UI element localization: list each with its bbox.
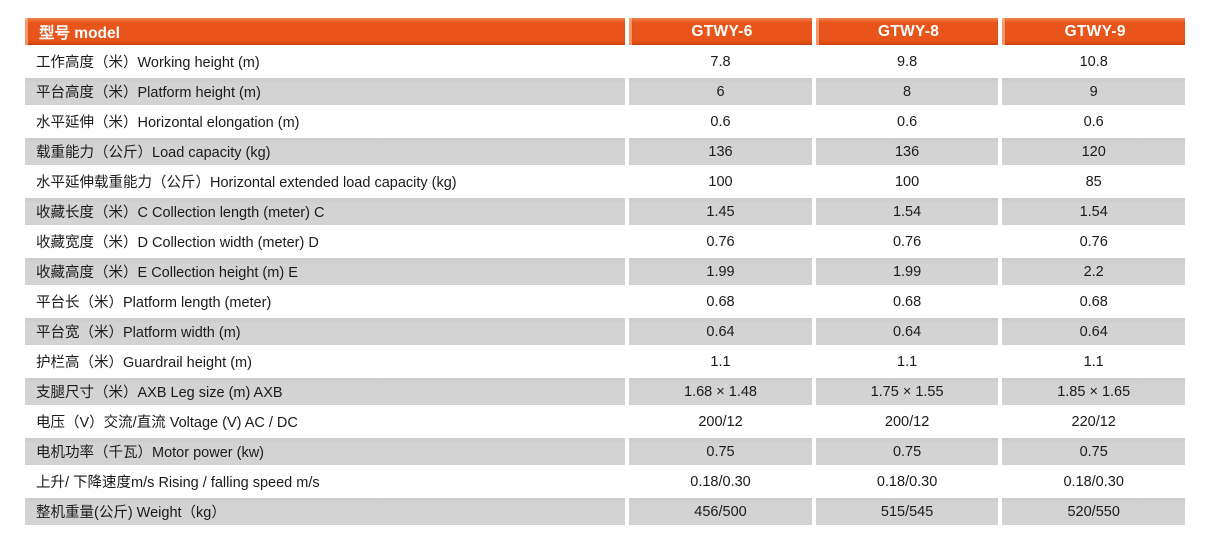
column-header-gtwy6: GTWY-6 — [629, 18, 812, 45]
spec-value: 1.1 — [1002, 348, 1185, 375]
specification-table: 型号 model GTWY-6 GTWY-8 GTWY-9 工作高度（米）Wor… — [21, 15, 1189, 528]
spec-value: 0.18/0.30 — [815, 468, 999, 495]
spec-value: 0.75 — [1002, 438, 1185, 465]
spec-label: 水平延伸（米）Horizontal elongation (m) — [25, 108, 626, 135]
spec-value: 200/12 — [629, 408, 812, 435]
table-row: 水平延伸（米）Horizontal elongation (m) 0.6 0.6 0.… — [25, 108, 1185, 135]
table-row: 上升/ 下降速度m/s Rising / falling speed m/s 0.… — [25, 468, 1185, 495]
spec-value: 1.75 × 1.55 — [815, 378, 999, 405]
spec-value: 1.68 × 1.48 — [629, 378, 812, 405]
spec-value: 200/12 — [815, 408, 999, 435]
spec-value: 1.1 — [629, 348, 812, 375]
table-row: 收藏宽度（米）D Collection width (meter) D 0.76 0… — [25, 228, 1185, 255]
table-row: 工作高度（米）Working height (m) 7.8 9.8 10.8 — [25, 48, 1185, 75]
spec-value: 100 — [629, 168, 812, 195]
spec-value: 1.99 — [629, 258, 812, 285]
spec-label: 收藏长度（米）C Collection length (meter) C — [25, 198, 626, 225]
spec-label: 载重能力（公斤）Load capacity (kg) — [25, 138, 626, 165]
spec-value: 0.76 — [1002, 228, 1185, 255]
spec-value: 1.54 — [1002, 198, 1185, 225]
spec-value: 0.18/0.30 — [629, 468, 812, 495]
spec-value: 0.64 — [815, 318, 999, 345]
spec-value: 1.1 — [815, 348, 999, 375]
spec-value: 0.6 — [815, 108, 999, 135]
spec-value: 7.8 — [629, 48, 812, 75]
table-row: 收藏长度（米）C Collection length (meter) C 1.45… — [25, 198, 1185, 225]
table-row: 平台长（米）Platform length (meter) 0.68 0.68 0.6… — [25, 288, 1185, 315]
spec-value: 0.76 — [815, 228, 999, 255]
spec-value: 0.64 — [629, 318, 812, 345]
spec-value: 0.6 — [1002, 108, 1185, 135]
spec-value: 136 — [815, 138, 999, 165]
spec-value: 6 — [629, 78, 812, 105]
spec-label: 平台长（米）Platform length (meter) — [25, 288, 626, 315]
spec-value: 9 — [1002, 78, 1185, 105]
spec-value: 520/550 — [1002, 498, 1185, 525]
spec-value: 1.85 × 1.65 — [1002, 378, 1185, 405]
spec-label: 收藏宽度（米）D Collection width (meter) D — [25, 228, 626, 255]
spec-value: 8 — [815, 78, 999, 105]
table-row: 整机重量(公斤) Weight（kg） 456/500 515/545 520/550 — [25, 498, 1185, 525]
table-row: 水平延伸载重能力（公斤）Horizontal extended load cap… — [25, 168, 1185, 195]
spec-value: 0.68 — [815, 288, 999, 315]
spec-value: 0.75 — [629, 438, 812, 465]
spec-value: 136 — [629, 138, 812, 165]
spec-value: 515/545 — [815, 498, 999, 525]
table-row: 平台高度（米）Platform height (m) 6 8 9 — [25, 78, 1185, 105]
table-row: 电机功率（千瓦）Motor power (kw) 0.75 0.75 0.75 — [25, 438, 1185, 465]
table-row: 护栏高（米）Guardrail height (m) 1.1 1.1 1.1 — [25, 348, 1185, 375]
table-body: 工作高度（米）Working height (m) 7.8 9.8 10.8 平台高度（… — [25, 48, 1185, 525]
spec-label: 电压（V）交流/直流 Voltage (V) AC / DC — [25, 408, 626, 435]
spec-value: 1.54 — [815, 198, 999, 225]
table-row: 平台宽（米）Platform width (m) 0.64 0.64 0.64 — [25, 318, 1185, 345]
spec-label: 电机功率（千瓦）Motor power (kw) — [25, 438, 626, 465]
spec-value: 456/500 — [629, 498, 812, 525]
spec-label: 上升/ 下降速度m/s Rising / falling speed m/s — [25, 468, 626, 495]
column-header-gtwy9: GTWY-9 — [1002, 18, 1185, 45]
spec-value: 0.6 — [629, 108, 812, 135]
table-row: 支腿尺寸（米）AXB Leg size (m) AXB 1.68 × 1.48 1.… — [25, 378, 1185, 405]
spec-value: 2.2 — [1002, 258, 1185, 285]
spec-value: 10.8 — [1002, 48, 1185, 75]
table-row: 收藏高度（米）E Collection height (m) E 1.99 1.99… — [25, 258, 1185, 285]
spec-sheet: 型号 model GTWY-6 GTWY-8 GTWY-9 工作高度（米）Wor… — [21, 15, 1189, 528]
spec-label: 平台高度（米）Platform height (m) — [25, 78, 626, 105]
spec-value: 0.18/0.30 — [1002, 468, 1185, 495]
spec-value: 0.75 — [815, 438, 999, 465]
spec-label: 整机重量(公斤) Weight（kg） — [25, 498, 626, 525]
spec-label: 收藏高度（米）E Collection height (m) E — [25, 258, 626, 285]
spec-label: 平台宽（米）Platform width (m) — [25, 318, 626, 345]
spec-value: 0.68 — [1002, 288, 1185, 315]
spec-value: 220/12 — [1002, 408, 1185, 435]
spec-value: 0.64 — [1002, 318, 1185, 345]
column-header-gtwy8: GTWY-8 — [815, 18, 999, 45]
table-row: 电压（V）交流/直流 Voltage (V) AC / DC 200/12 200/… — [25, 408, 1185, 435]
spec-label: 支腿尺寸（米）AXB Leg size (m) AXB — [25, 378, 626, 405]
spec-label: 水平延伸载重能力（公斤）Horizontal extended load cap… — [25, 168, 626, 195]
model-header-cell: 型号 model — [25, 18, 626, 45]
table-header-row: 型号 model GTWY-6 GTWY-8 GTWY-9 — [25, 18, 1185, 45]
spec-label: 护栏高（米）Guardrail height (m) — [25, 348, 626, 375]
spec-value: 120 — [1002, 138, 1185, 165]
spec-value: 0.76 — [629, 228, 812, 255]
spec-value: 85 — [1002, 168, 1185, 195]
spec-value: 1.99 — [815, 258, 999, 285]
spec-value: 9.8 — [815, 48, 999, 75]
table-row: 载重能力（公斤）Load capacity (kg) 136 136 120 — [25, 138, 1185, 165]
spec-value: 100 — [815, 168, 999, 195]
spec-value: 0.68 — [629, 288, 812, 315]
spec-label: 工作高度（米）Working height (m) — [25, 48, 626, 75]
spec-value: 1.45 — [629, 198, 812, 225]
